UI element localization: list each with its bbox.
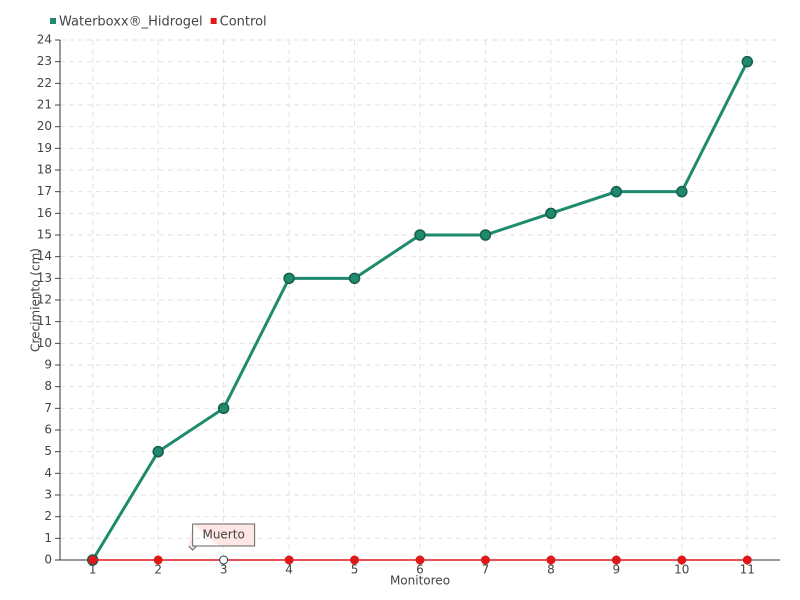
data-point [88, 555, 98, 565]
data-point [348, 272, 361, 285]
data-point [480, 555, 490, 565]
legend-swatch [50, 18, 56, 24]
x-tick-label: 8 [547, 563, 555, 577]
data-point [152, 445, 164, 458]
y-tick-label: 7 [44, 401, 52, 415]
data-point [611, 555, 621, 565]
x-axis-label: Monitoreo [390, 574, 450, 588]
y-tick-label: 19 [37, 141, 52, 155]
data-point [350, 555, 360, 565]
y-tick-label: 4 [44, 466, 52, 480]
y-tick-label: 21 [37, 98, 52, 112]
y-tick-label: 3 [44, 488, 52, 502]
x-tick-label: 4 [285, 563, 293, 577]
y-tick-label: 13 [37, 271, 52, 285]
data-point [479, 229, 492, 241]
data-point [742, 555, 752, 565]
data-point [546, 555, 556, 565]
x-tick-label: 3 [220, 563, 228, 577]
x-tick-label: 6 [416, 563, 424, 577]
data-point [284, 555, 294, 565]
x-tick-label: 7 [482, 563, 490, 577]
y-tick-label: 17 [37, 184, 52, 198]
x-tick-label: 10 [674, 563, 689, 577]
y-tick-label: 0 [44, 553, 52, 567]
y-tick-label: 5 [44, 444, 52, 458]
y-tick-label: 23 [37, 54, 52, 68]
y-tick-label: 15 [37, 228, 52, 242]
y-tick-label: 9 [44, 358, 52, 372]
y-tick-label: 11 [37, 314, 52, 328]
y-tick-label: 12 [37, 293, 52, 307]
y-tick-label: 1 [44, 531, 52, 545]
data-point [283, 272, 295, 285]
x-tick-label: 5 [351, 563, 359, 577]
y-tick-label: 22 [37, 76, 52, 90]
y-tick-label: 2 [44, 509, 52, 523]
y-tick-label: 20 [37, 119, 52, 133]
data-point [545, 207, 557, 220]
data-point [414, 229, 426, 241]
data-point [677, 555, 687, 565]
data-point [610, 185, 623, 198]
data-point [741, 55, 754, 68]
legend-label: Control [220, 15, 267, 30]
y-tick-label: 24 [37, 33, 52, 47]
legend-swatch [210, 18, 217, 24]
data-point [415, 555, 425, 565]
annotation-text: Muerto [202, 528, 244, 542]
annotation-box [188, 523, 256, 551]
y-tick-label: 16 [37, 206, 52, 220]
data-point [676, 185, 688, 198]
legend-label: Waterboxx®_Hidrogel [59, 15, 203, 30]
x-tick-label: 9 [613, 563, 621, 577]
data-point [153, 555, 163, 565]
y-tick-label: 8 [44, 379, 52, 393]
data-point [219, 555, 229, 565]
y-tick-label: 18 [37, 163, 52, 177]
y-tick-label: 14 [37, 249, 52, 263]
x-tick-label: 1 [89, 563, 97, 577]
y-tick-label: 6 [44, 423, 52, 437]
x-tick-label: 11 [740, 563, 755, 577]
y-tick-label: 10 [37, 336, 52, 350]
y-axis-label: Crecimiento (cm) [29, 248, 43, 352]
x-tick-label: 2 [154, 563, 162, 577]
data-point [217, 402, 230, 415]
